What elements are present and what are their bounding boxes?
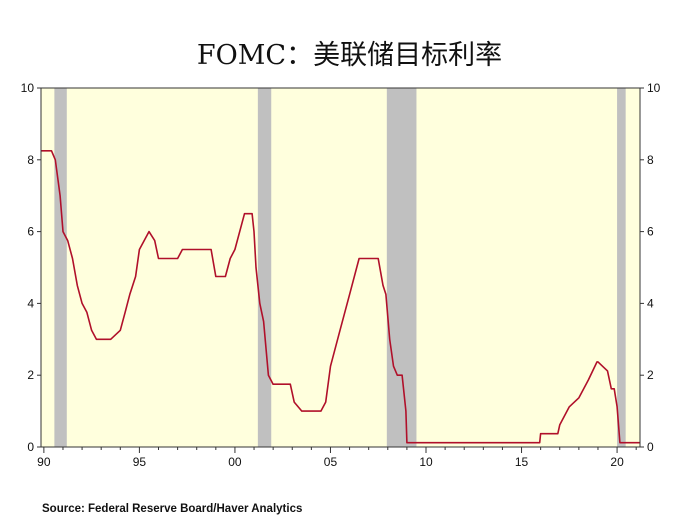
y-tick-label-left: 0 [27,440,34,454]
x-tick-label: 90 [37,455,51,469]
recession-band [617,88,626,447]
source-note: Source: Federal Reserve Board/Haver Anal… [42,503,303,515]
x-tick-label: 15 [515,455,529,469]
recession-band [257,88,272,447]
recession-bands [54,88,626,447]
x-tick-label: 20 [610,455,624,469]
y-tick-label-left: 10 [21,81,35,95]
x-tick-label: 00 [228,455,242,469]
y-tick-label-right: 10 [647,81,661,95]
y-tick-label-left: 4 [27,296,34,310]
y-tick-label-left: 2 [27,368,34,382]
fed-funds-target-line [41,150,640,444]
y-tick-label-left: 6 [27,225,34,239]
plot-frame [40,87,641,448]
y-tick-label-left: 8 [27,153,34,167]
x-tick-label: 10 [419,455,433,469]
y-tick-label-right: 0 [647,440,654,454]
x-tick-label: 05 [324,455,338,469]
x-tick-label: 95 [133,455,147,469]
recession-band [386,88,417,447]
y-tick-label-right: 4 [647,296,654,310]
recession-band [54,88,67,447]
series-layer [41,150,640,444]
y-tick-label-right: 8 [647,153,654,167]
chart-title: FOMC：美联储目标利率 [196,40,503,71]
plot-background [41,88,640,447]
y-tick-label-right: 6 [647,225,654,239]
y-tick-label-right: 2 [647,368,654,382]
